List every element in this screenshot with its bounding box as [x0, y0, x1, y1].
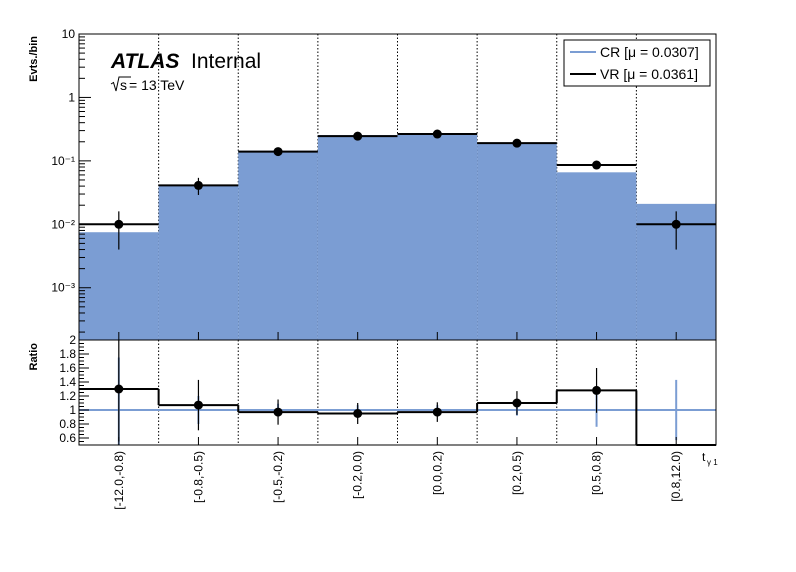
legend-vr-label: VR [μ = 0.0361]	[600, 66, 698, 82]
ratio-point	[592, 385, 602, 395]
legend-box	[563, 39, 711, 87]
atlas-status-text: Internal	[191, 50, 261, 73]
ratio-panel-gridlines	[158, 340, 637, 445]
ratio-y-tick-label: 2	[69, 333, 76, 347]
ratio-point	[273, 407, 283, 417]
cr-bar	[238, 150, 318, 340]
ratio-y-tick-label: 1.6	[59, 361, 76, 375]
cr-bar	[556, 172, 637, 340]
vr-point	[671, 219, 681, 229]
main-y-tick-label: 10	[62, 27, 76, 41]
vr-point	[193, 180, 203, 190]
main-y-tick-label: 10⁻¹	[51, 154, 75, 168]
cr-bar	[397, 134, 478, 340]
x-category-label: [-0.8,-0.5)	[191, 451, 205, 503]
ratio-y-tick-label: 0.6	[59, 431, 76, 445]
vr-point	[114, 219, 124, 229]
ratio-y-tick-label: 1.2	[59, 389, 76, 403]
ratio-vr-series	[79, 340, 716, 446]
x-category-label: [-0.5,-0.2)	[271, 451, 285, 503]
x-category-label: [0.5,0.8)	[590, 451, 604, 495]
main-panel-y-axis: 10 1 10⁻¹ 10⁻² 10⁻³	[51, 27, 91, 333]
main-panel-cr-histogram	[79, 134, 716, 340]
ratio-y-tick-label: 1.8	[59, 347, 76, 361]
ratio-y-tick-label: 0.8	[59, 417, 76, 431]
ratio-y-tick-label: 1.4	[59, 375, 76, 389]
x-category-label: [0.0,0.2)	[430, 451, 444, 495]
x-axis-title-subscript: γ 1	[707, 458, 718, 467]
vr-point	[273, 147, 283, 157]
vr-point	[512, 138, 522, 148]
ratio-panel-y-axis: 21.81.61.41.210.80.6	[59, 333, 89, 445]
atlas-experiment-text: ATLAS	[110, 50, 179, 73]
x-category-label: [0.8,12.0)	[669, 451, 683, 502]
cr-bar	[158, 185, 239, 340]
ratio-point	[432, 407, 442, 417]
cr-bar	[79, 232, 159, 340]
main-y-tick-label: 1	[68, 90, 75, 104]
x-category-label: [0.2,0.5)	[510, 451, 524, 495]
energy-sqrt-text: s	[120, 77, 127, 93]
cr-bar	[477, 143, 557, 340]
x-category-label: [-12.0,-0.8)	[112, 451, 126, 510]
ratio-point	[114, 384, 124, 394]
energy-label: s = 13 TeV	[110, 76, 185, 93]
legend-cr-label: CR [μ = 0.0307]	[600, 44, 699, 60]
ratio-point	[353, 409, 363, 418]
sqrt-sign	[110, 76, 131, 92]
vr-point	[432, 129, 442, 139]
cr-bar	[317, 135, 398, 340]
ratio-y-tick-label: 1	[69, 403, 76, 417]
ratio-point	[193, 400, 203, 410]
x-axis-title: t γ 1	[702, 450, 718, 467]
main-panel-vr-series	[79, 129, 716, 250]
main-y-tick-label: 10⁻³	[51, 281, 75, 295]
vr-point	[592, 160, 602, 170]
main-y-axis-title: Evts./bin	[28, 36, 40, 82]
atlas-label: ATLAS Internal	[110, 50, 261, 73]
energy-value-text: = 13 TeV	[129, 77, 185, 93]
ratio-point	[512, 398, 522, 408]
main-y-tick-label: 10⁻²	[51, 217, 75, 231]
x-category-label: [-0.2,0.0)	[351, 451, 365, 499]
x-axis-title-main: t	[702, 450, 706, 464]
vr-point	[353, 131, 363, 141]
ratio-y-axis-title: Ratio	[28, 343, 40, 371]
x-axis: [-12.0,-0.8) [-0.8,-0.5) [-0.5,-0.2) [-0.2,…	[112, 332, 683, 510]
legend: CR [μ = 0.0307] VR [μ = 0.0361]	[563, 39, 711, 87]
